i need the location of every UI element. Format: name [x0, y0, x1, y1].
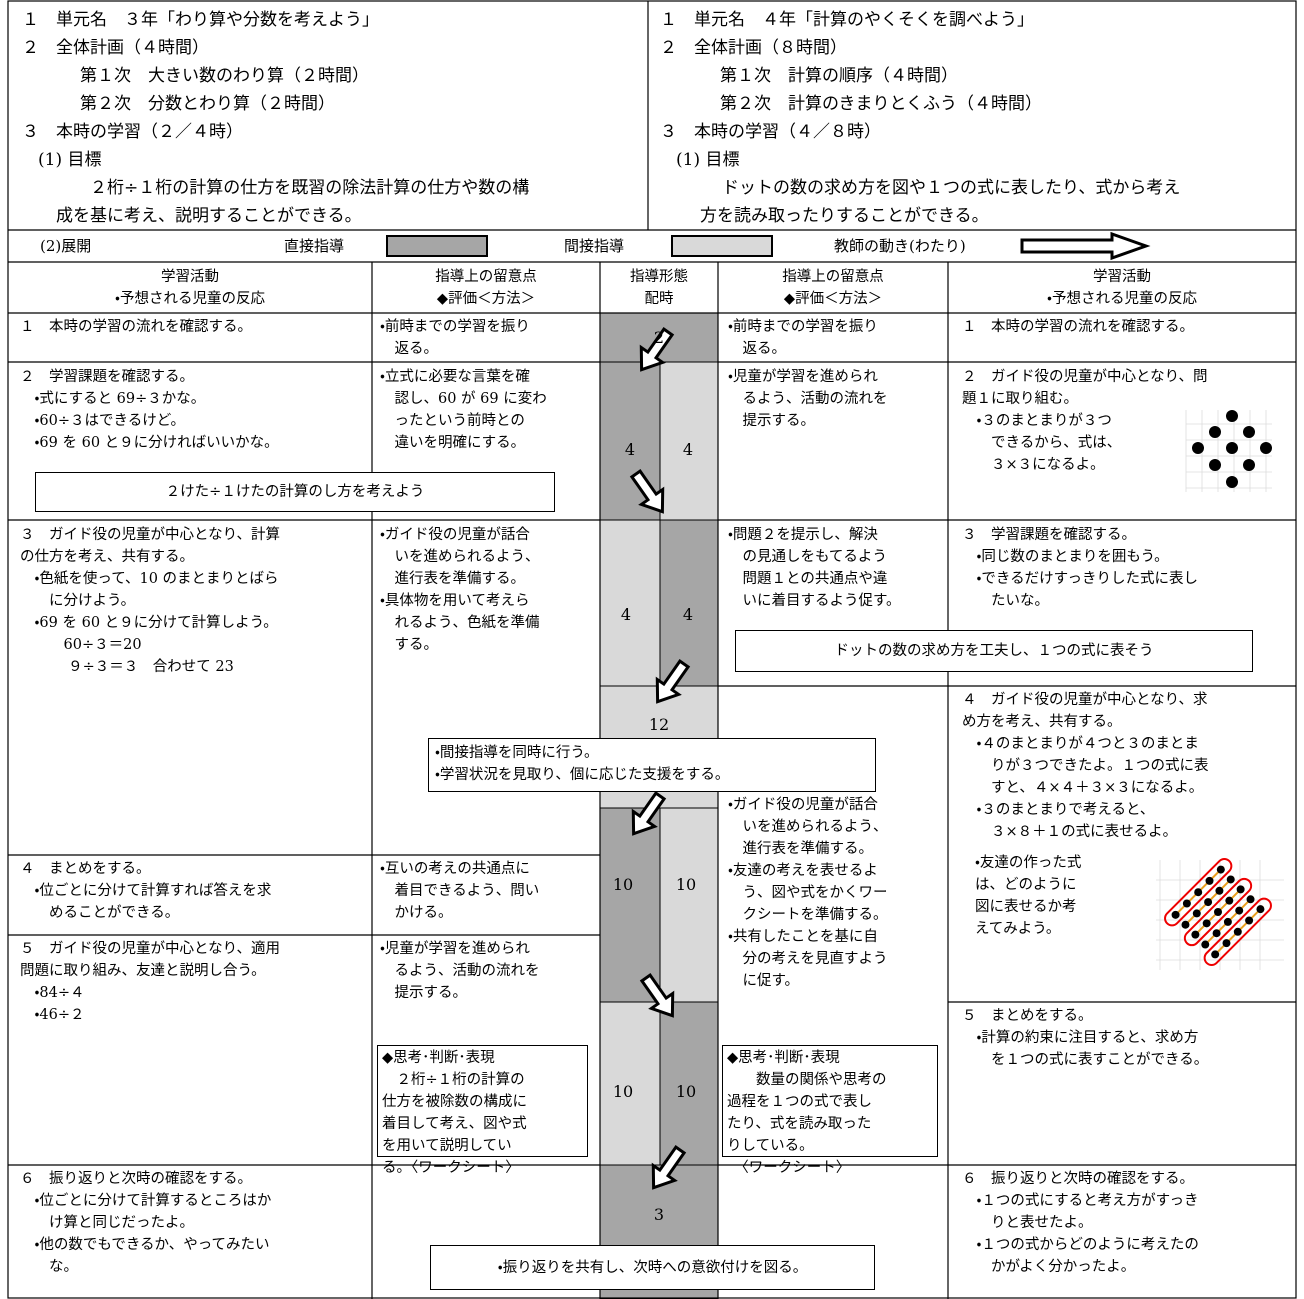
plan-line: 第２次 分数とわり算（２時間） [80, 94, 335, 114]
plan-line: 第１次 計算の順序（４時間） [720, 66, 958, 86]
activity-prompt: ・友達の作った式 は、どのように 図に表せるか考 えてみよう。 [975, 855, 1082, 937]
time: 4 [620, 605, 632, 624]
plan-objective: ドットの数の求め方を図や１つの式に表したり、式から考え 方を読み取ったりすること… [700, 178, 1181, 226]
activity: ６ 振り返りと次時の確認をする。 ・位ごとに分けて計算するところはか け算と同じ… [20, 1171, 272, 1275]
time: 10 [612, 875, 634, 894]
header: 学習活動 ・予想される児童の反応 [115, 269, 265, 307]
time: 4 [682, 440, 694, 459]
note: ・ガイド役の児童が話合 いを進められるよう、 進行表を準備する。 ・具体物を用い… [380, 527, 540, 653]
header: 学習活動 ・予想される児童の反応 [1047, 269, 1197, 307]
plan-line: 第２次 計算のきまりとくふう（４時間） [720, 94, 1042, 114]
closing-box: ・振り返りを共有し、次時への意欲付けを図る。 [430, 1245, 875, 1290]
note: ・問題２を提示し、解決 の見通しをもてるよう 問題１との共通点や違 いに着目する… [728, 527, 901, 609]
legend-label: 教師の動き(わたり) [834, 237, 966, 255]
plan-line: ２ 全体計画（８時間） [660, 38, 847, 58]
activity: ３ 学習課題を確認する。 ・同じ数のまとまりを囲もう。 ・できるだけすっきりした… [962, 527, 1199, 609]
note: ・前時までの学習を振り 返る。 [380, 319, 530, 357]
plan-line: ３ 本時の学習（２／４時） [22, 122, 243, 142]
activity: ２ 学習課題を確認する。 ・式にすると 69÷３かな。 ・60÷３はできるけど。… [20, 369, 279, 451]
time: 2 [653, 328, 665, 347]
activity: ４ ガイド役の児童が中心となり、求 め方を考え、共有する。 ・４のまとまりが４つ… [962, 692, 1209, 840]
activity: ２ ガイド役の児童が中心となり、問 題１に取り組む。 ・３のまとまりが３つ でき… [962, 369, 1208, 473]
plan-line: 第１次 大きい数のわり算（２時間） [80, 66, 369, 86]
plan-line: ２ 全体計画（４時間） [22, 38, 209, 58]
time: 10 [675, 1082, 697, 1101]
plan-line: (1) 目標 [38, 150, 102, 170]
note: ・児童が学習を進められ るよう、活動の流れを 提示する。 [728, 369, 888, 429]
note: ・ガイド役の児童が話合 いを進められるよう、 進行表を準備する。 ・友達の考えを… [728, 797, 888, 989]
activity: ５ ガイド役の児童が中心となり、適用 問題に取り組み、友達と説明し合う。 ・84… [20, 941, 280, 1023]
header: 指導上の留意点 ◆評価＜方法＞ [435, 269, 537, 307]
assessment-box: ◆思考･判断･表現 ２桁÷１桁の計算の 仕方を被除数の構成に 着目して考え、図や… [377, 1045, 588, 1176]
time: 10 [612, 1082, 634, 1101]
time: 3 [653, 1205, 665, 1224]
note: ・互いの考えの共通点に 着目できるよう、問い かける。 [380, 861, 540, 921]
note: ・立式に必要な言葉を確 認し、60 が 69 に変わ ったという前時との 違いを… [380, 369, 547, 451]
activity: ６ 振り返りと次時の確認をする。 ・１つの式にすると考え方がすっき りと表せたよ… [962, 1171, 1199, 1275]
time: 12 [648, 715, 670, 734]
plan-line: １ 単元名 ４年「計算のやくそくを調べよう」 [660, 10, 1034, 30]
indirect-box: ・間接指導を同時に行う。 ・学習状況を見取り、個に応じた支援をする。 [428, 738, 876, 792]
header: 指導形態 配時 [630, 269, 688, 307]
note: ・前時までの学習を振り 返る。 [728, 319, 878, 357]
activity: １ 本時の学習の流れを確認する。 [20, 319, 252, 335]
activity: １ 本時の学習の流れを確認する。 [962, 319, 1194, 335]
legend-label: (2)展開 [40, 237, 92, 255]
plan-line: (1) 目標 [676, 150, 740, 170]
note: ・児童が学習を進められ るよう、活動の流れを 提示する。 [380, 941, 540, 1001]
legend-label: 間接指導 [564, 237, 625, 255]
task-box: ドットの数の求め方を工夫し、１つの式に表そう [735, 630, 1253, 672]
plan-line: １ 単元名 ３年「わり算や分数を考えよう」 [22, 10, 379, 30]
time: 4 [624, 440, 636, 459]
plan-line: ３ 本時の学習（４／８時） [660, 122, 881, 142]
activity: ５ まとめをする。 ・計算の約束に注目すると、求め方 を１つの式に表すことができ… [962, 1008, 1209, 1068]
assessment-box: ◆思考･判断･表現 数量の関係や思考の 過程を１つの式で表し たり、式を読み取っ… [722, 1045, 938, 1176]
activity: ３ ガイド役の児童が中心となり、計算 の仕方を考え、共有する。 ・色紙を使って、… [20, 527, 280, 675]
activity: ４ まとめをする。 ・位ごとに分けて計算すれば答えを求 めることができる。 [20, 861, 272, 921]
header: 指導上の留意点 ◆評価＜方法＞ [782, 269, 884, 307]
task-box: ２けた÷１けたの計算のし方を考えよう [35, 472, 555, 512]
time: 4 [682, 605, 694, 624]
plan-objective: ２桁÷１桁の計算の仕方を既習の除法計算の仕方や数の構 成を基に考え、説明すること… [56, 178, 530, 226]
legend-label: 直接指導 [284, 237, 345, 255]
time: 10 [675, 875, 697, 894]
